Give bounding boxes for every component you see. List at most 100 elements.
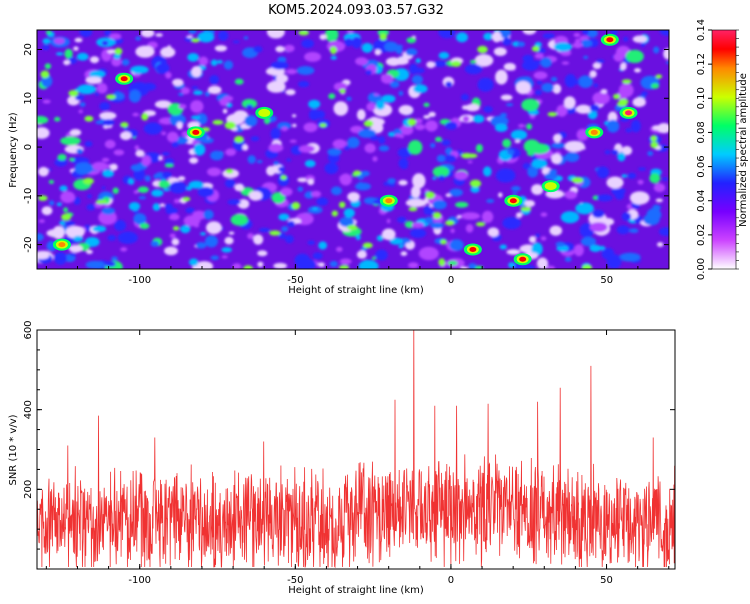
heatmap-texture-blob [481, 210, 494, 223]
heatmap-texture-blob [521, 98, 540, 112]
heatmap-texture-blob [432, 166, 450, 178]
heatmap-texture-blob [296, 66, 315, 75]
heatmap-texture-blob [135, 36, 141, 41]
heatmap-texture-blob [319, 123, 327, 128]
heatmap-texture-blob [164, 246, 178, 256]
heatmap-texture-blob [500, 94, 513, 101]
heatmap-texture-blob [487, 227, 500, 237]
heatmap-texture-blob [54, 37, 65, 45]
heatmap-texture-blob [191, 66, 202, 78]
heatmap-texture-blob [355, 57, 368, 66]
heatmap-texture-blob [526, 123, 532, 130]
heatmap-texture-blob [331, 186, 342, 196]
heatmap-texture-blob [143, 122, 163, 135]
heatmap-texture-blob [661, 177, 669, 181]
heatmap-texture-blob [637, 179, 644, 185]
heatmap-texture-blob [433, 60, 447, 67]
heatmap-peak [625, 110, 633, 116]
heatmap-texture-blob [502, 138, 512, 148]
heatmap-texture-blob [378, 136, 386, 144]
heatmap-texture-blob [432, 212, 442, 219]
heatmap-texture-blob [468, 263, 477, 269]
heatmap-texture-blob [103, 125, 109, 129]
heatmap-texture-blob [375, 249, 388, 261]
heatmap-texture-blob [528, 143, 550, 154]
heatmap-texture-blob [271, 192, 286, 204]
heatmap-texture-blob [135, 45, 155, 58]
heatmap-texture-blob [120, 122, 129, 128]
heatmap-texture-blob [328, 93, 336, 100]
heatmap-texture-blob [657, 242, 664, 247]
heatmap-texture-blob [232, 263, 242, 269]
heatmap-texture-blob [641, 91, 648, 96]
heatmap-texture-blob [646, 208, 662, 222]
heatmap-texture-blob [351, 36, 362, 49]
heatmap-texture-blob [69, 129, 82, 136]
heatmap-texture-blob [117, 231, 138, 244]
heatmap-texture-blob [37, 233, 44, 242]
heatmap-texture-blob [250, 136, 260, 142]
heatmap-texture-blob [206, 221, 222, 235]
heatmap-texture-blob [333, 82, 348, 91]
heatmap-texture-blob [266, 80, 286, 93]
heatmap-texture-blob [632, 97, 646, 108]
heatmap-texture-blob [78, 109, 83, 114]
heatmap-texture-blob [517, 41, 525, 47]
heatmap-texture-blob [555, 241, 565, 247]
heatmap-texture-blob [69, 157, 75, 162]
heatmap-texture-blob [389, 80, 400, 88]
heatmap-texture-blob [445, 220, 455, 226]
heatmap-texture-blob [438, 258, 446, 267]
heatmap-texture-blob [191, 115, 201, 120]
heatmap-texture-blob [197, 31, 215, 43]
heatmap-texture-blob [423, 102, 430, 108]
heatmap-texture-blob [207, 85, 222, 95]
heatmap-texture-blob [270, 61, 289, 70]
heatmap-texture-blob [286, 158, 292, 162]
heatmap-texture-blob [435, 136, 442, 142]
heatmap-texture-blob [152, 203, 161, 211]
heatmap-texture-blob [494, 123, 508, 132]
heatmap-texture-blob [133, 190, 139, 194]
heatmap-texture-blob [499, 244, 507, 250]
heatmap-texture-blob [284, 44, 295, 53]
heatmap-texture-blob [546, 265, 556, 269]
heatmap-texture-blob [356, 250, 367, 259]
heatmap-texture-blob [399, 124, 414, 136]
heatmap-texture-blob [141, 112, 149, 121]
snr-series-line [37, 330, 675, 569]
heatmap-texture-blob [158, 180, 170, 189]
heatmap-texture-blob [470, 186, 480, 193]
heatmap-texture-blob [193, 143, 206, 156]
heatmap-texture-blob [317, 262, 325, 268]
heatmap-texture-blob [227, 199, 241, 205]
heatmap-texture-blob [135, 149, 145, 157]
heatmap-texture-blob [225, 168, 234, 174]
heatmap-texture-blob [68, 244, 83, 253]
heatmap-texture-blob [553, 133, 562, 143]
heatmap-texture-blob [183, 215, 201, 227]
heatmap-texture-blob [381, 228, 396, 241]
heatmap-peak [385, 198, 393, 204]
heatmap-y-tick-label: -10 [23, 188, 34, 204]
heatmap-texture-blob [85, 76, 103, 85]
heatmap-texture-blob [369, 116, 379, 122]
heatmap-texture-blob [222, 108, 228, 114]
heatmap-frame [36, 29, 670, 270]
heatmap-texture-blob [432, 176, 437, 180]
heatmap-texture-blob [139, 222, 150, 230]
heatmap-texture-blob [285, 89, 296, 96]
heatmap-texture-blob [266, 30, 285, 39]
heatmap-x-axis-label: Height of straight line (km) [288, 285, 424, 296]
heatmap-texture-blob [101, 207, 116, 215]
heatmap-texture-blob [408, 207, 418, 212]
heatmap-texture-blob [346, 224, 358, 231]
heatmap-texture-blob [475, 265, 484, 269]
heatmap-texture-blob [92, 225, 107, 233]
heatmap-texture-blob [573, 79, 580, 85]
heatmap-texture-blob [430, 222, 444, 229]
heatmap-texture-blob [531, 45, 540, 52]
heatmap-texture-blob [85, 260, 105, 269]
